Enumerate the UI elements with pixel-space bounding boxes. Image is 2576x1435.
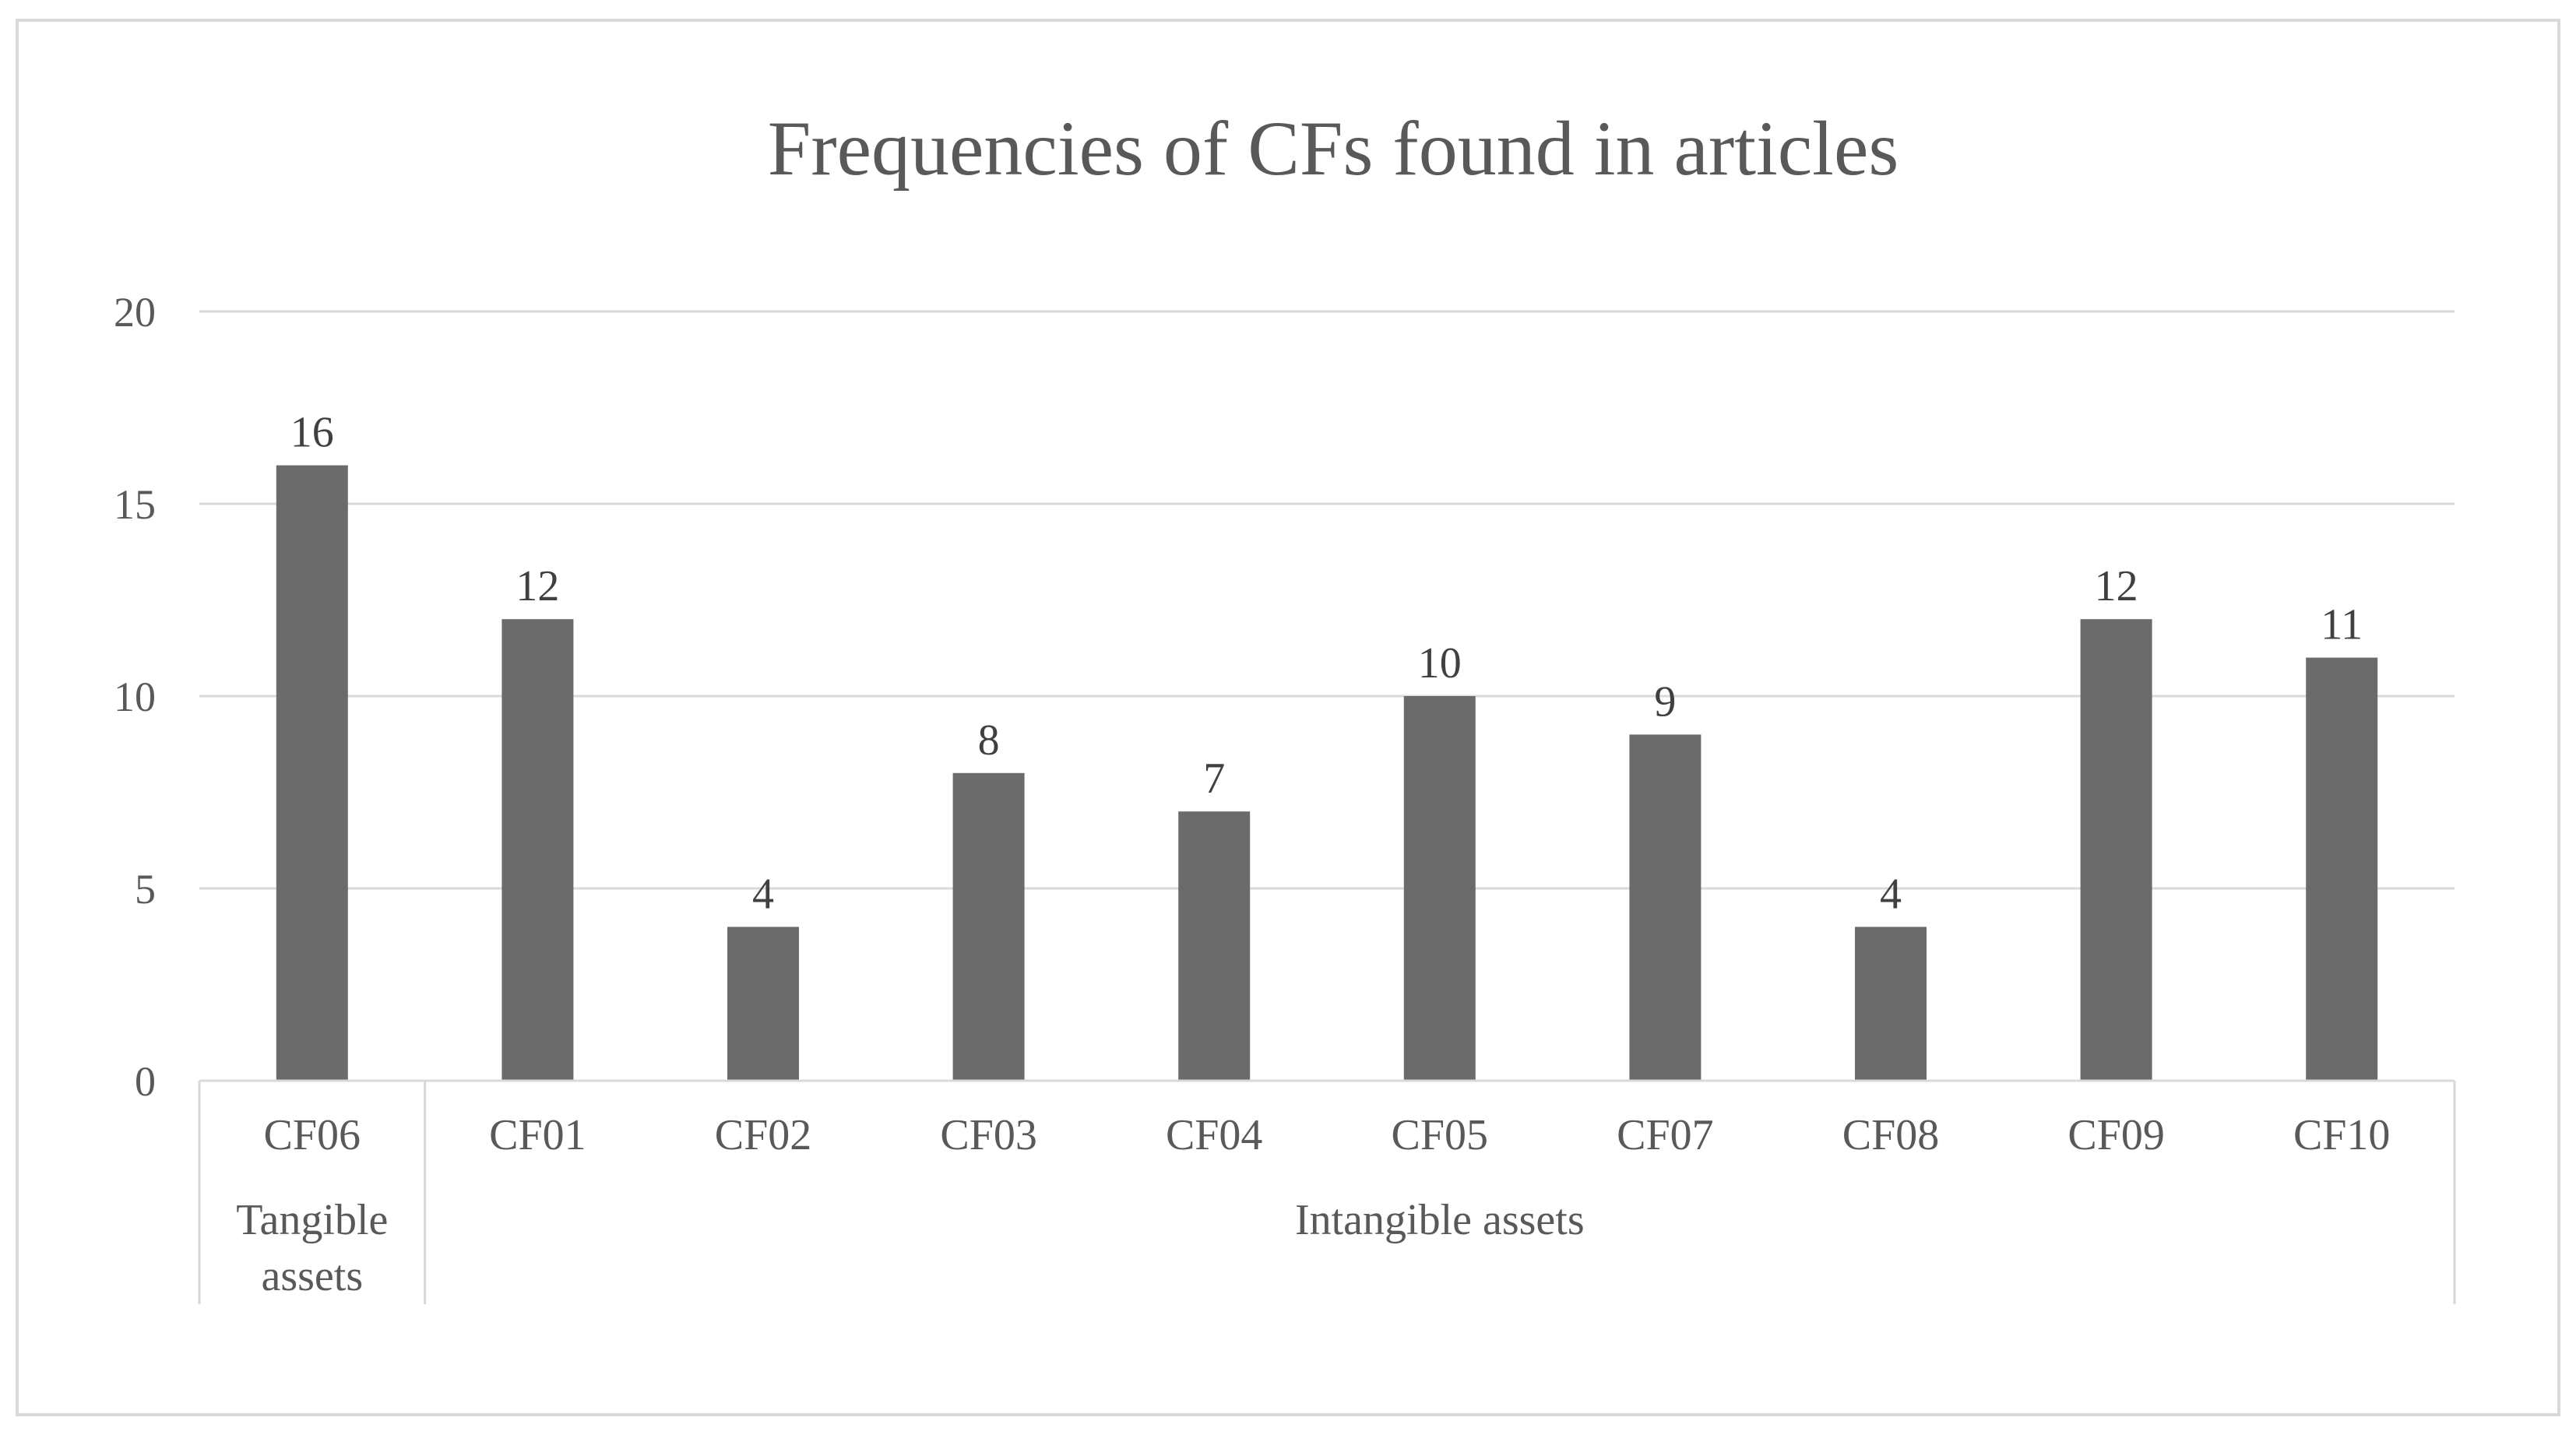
bar <box>952 772 1025 1081</box>
y-tick-label: 10 <box>114 674 156 720</box>
bar <box>1178 811 1251 1081</box>
x-tick-label: CF03 <box>940 1111 1037 1159</box>
x-tick-label: CF10 <box>2293 1111 2391 1159</box>
bar <box>2306 657 2378 1081</box>
bar <box>501 619 574 1081</box>
chart-title: Frequencies of CFs found in articles <box>768 105 1899 192</box>
data-label: 4 <box>1880 870 1902 918</box>
data-label: 9 <box>1654 677 1676 726</box>
x-tick-label: CF04 <box>1166 1111 1263 1159</box>
data-label: 12 <box>2095 562 2138 610</box>
gridlines <box>199 310 2455 890</box>
x-tick-label: CF08 <box>1842 1111 1940 1159</box>
bars <box>276 465 2378 1081</box>
bar <box>1855 927 1927 1081</box>
bar <box>1403 696 1476 1081</box>
data-label: 8 <box>978 716 1000 765</box>
y-tick-label: 15 <box>114 481 156 528</box>
group-label: Intangible assets <box>1295 1196 1585 1244</box>
x-tick-label: CF05 <box>1392 1111 1489 1159</box>
x-tick-label: CF07 <box>1617 1111 1714 1159</box>
data-label: 12 <box>516 562 559 610</box>
x-tick-label: CF01 <box>489 1111 586 1159</box>
y-tick-label: 5 <box>135 866 156 913</box>
group-label: assets <box>261 1252 363 1300</box>
category-labels: CF06 CF01 CF02 CF03 CF04 CF05 CF07 CF08 CF09 CF10 <box>264 1111 2391 1159</box>
data-label: 4 <box>752 870 774 918</box>
data-label: 10 <box>1418 639 1462 688</box>
data-label: 11 <box>2321 601 2363 649</box>
y-tick-label: 0 <box>135 1058 156 1105</box>
data-label: 16 <box>290 409 334 457</box>
data-label: 7 <box>1203 754 1225 803</box>
group-labels: Tangible assets Intangible assets <box>236 1196 1584 1300</box>
x-tick-label: CF06 <box>264 1111 361 1159</box>
x-tick-label: CF09 <box>2067 1111 2165 1159</box>
bar <box>1629 734 1701 1081</box>
bar <box>727 927 799 1081</box>
x-tick-label: CF02 <box>715 1111 812 1159</box>
data-labels: 16 12 4 8 7 10 9 4 12 11 <box>290 409 2363 919</box>
y-axis-ticks: 0 5 10 15 20 <box>114 289 156 1105</box>
bar <box>2080 619 2152 1081</box>
y-tick-label: 20 <box>114 289 156 336</box>
x-axis <box>198 1079 2456 1304</box>
group-label: Tangible <box>236 1196 388 1244</box>
bar <box>276 465 348 1081</box>
